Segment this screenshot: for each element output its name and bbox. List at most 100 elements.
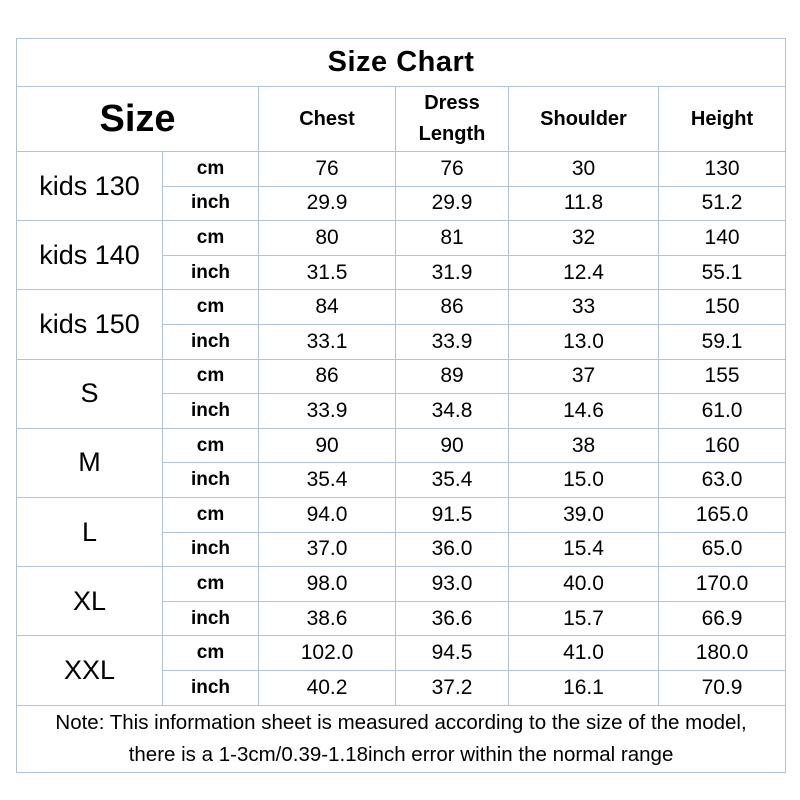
size-table-body: kids 130 cm 76 76 30 130 inch 29.9 29.9 11.8 51.2 k…: [16, 150, 787, 706]
measurement-value-inch: 36.6: [395, 600, 509, 637]
header-shoulder: Shoulder: [508, 86, 659, 152]
measurement-value-inch: 37.2: [395, 669, 509, 706]
header-row: Size Chest Dress Length Shoulder Height: [16, 86, 787, 152]
table-row: inch 33.1 33.9 13.0 59.1: [17, 323, 787, 360]
measurement-value-cm: 90: [395, 427, 509, 464]
measurement-value-inch: 33.9: [395, 323, 509, 360]
measurement-value-cm: 93.0: [395, 566, 509, 602]
measurement-value-inch: 16.1: [508, 669, 659, 706]
measurement-value-cm: 90: [258, 427, 396, 464]
measurement-value-inch: 12.4: [508, 254, 659, 291]
measurement-value-inch: 29.9: [395, 185, 509, 222]
measurement-value-cm: 165.0: [657, 496, 787, 533]
table-row: kids 140 cm 80 81 32 140: [16, 220, 787, 291]
measurement-value-inch: 63.0: [657, 462, 787, 498]
unit-label-inch: inch: [162, 323, 259, 360]
measurement-value-cm: 160: [657, 427, 787, 464]
header-chest: Chest: [258, 86, 396, 152]
measurement-value-cm: 180.0: [657, 635, 787, 671]
note-line-2: there is a 1-3cm/0.39-1.18inch error wit…: [128, 742, 674, 766]
measurement-value-cm: 80: [258, 220, 396, 256]
measurement-value-cm: 33: [508, 289, 659, 325]
measurement-value-inch: 33.9: [258, 393, 396, 429]
measurement-value-cm: 76: [258, 151, 396, 187]
unit-label-inch: inch: [162, 254, 259, 291]
measurement-value-inch: 11.8: [508, 185, 659, 222]
table-row: inch 38.6 36.6 15.7 66.9: [17, 600, 787, 637]
header-dress-length: Dress Length: [395, 86, 509, 152]
measurement-value-cm: 140: [657, 220, 787, 256]
measurement-value-inch: 38.6: [258, 600, 396, 637]
size-label: kids 140: [16, 220, 163, 291]
measurement-value-inch: 40.2: [258, 669, 396, 706]
unit-label-inch: inch: [162, 600, 259, 637]
measurement-value-inch: 51.2: [657, 185, 787, 222]
size-chart-table: Size Chart Size Chest Dress Length Shoul…: [15, 38, 787, 773]
size-label: M: [16, 427, 163, 498]
size-label: kids 150: [16, 289, 163, 360]
measurement-value-inch: 15.4: [508, 531, 659, 568]
table-row: inch 35.4 35.4 15.0 63.0: [17, 462, 787, 498]
table-row: XXL cm 102.0 94.5 41.0 180.0: [16, 635, 787, 706]
measurement-value-cm: 102.0: [258, 635, 396, 671]
size-label: XXL: [16, 635, 163, 706]
table-row: kids 130 cm 76 76 30 130: [16, 150, 787, 222]
unit-label-cm: cm: [162, 427, 259, 464]
unit-label-inch: inch: [162, 531, 259, 568]
unit-label-cm: cm: [162, 289, 259, 325]
unit-label-cm: cm: [162, 220, 259, 256]
measurement-value-cm: 30: [508, 151, 659, 187]
measurement-value-cm: 155: [657, 358, 787, 395]
measurement-value-inch: 65.0: [657, 531, 787, 568]
measurement-value-cm: 40.0: [508, 566, 659, 602]
size-label: L: [16, 496, 163, 568]
size-label: S: [16, 358, 163, 429]
measurement-value-cm: 150: [657, 289, 787, 325]
measurement-value-cm: 86: [258, 358, 396, 395]
unit-label-inch: inch: [162, 669, 259, 706]
table-row: inch 29.9 29.9 11.8 51.2: [17, 185, 787, 222]
measurement-value-cm: 39.0: [508, 496, 659, 533]
measurement-value-inch: 70.9: [657, 669, 787, 706]
measurement-value-inch: 33.1: [258, 323, 396, 360]
note-line-1: Note: This information sheet is measured…: [55, 710, 747, 734]
measurement-value-inch: 15.7: [508, 600, 659, 637]
measurement-value-cm: 38: [508, 427, 659, 464]
measurement-value-cm: 98.0: [258, 566, 396, 602]
unit-label-inch: inch: [162, 462, 259, 498]
measurement-value-cm: 89: [395, 358, 509, 395]
measurement-value-inch: 37.0: [258, 531, 396, 568]
measurement-value-cm: 86: [395, 289, 509, 325]
measurement-value-cm: 32: [508, 220, 659, 256]
size-label: XL: [16, 566, 163, 637]
unit-label-cm: cm: [162, 635, 259, 671]
measurement-value-cm: 76: [395, 151, 509, 187]
measurement-value-cm: 94.5: [395, 635, 509, 671]
measurement-value-inch: 34.8: [395, 393, 509, 429]
measurement-value-cm: 170.0: [657, 566, 787, 602]
table-row: kids 150 cm 84 86 33 150: [16, 289, 787, 360]
measurement-value-inch: 13.0: [508, 323, 659, 360]
unit-label-inch: inch: [162, 185, 259, 222]
measurement-value-inch: 14.6: [508, 393, 659, 429]
measurement-value-cm: 84: [258, 289, 396, 325]
table-row: inch 31.5 31.9 12.4 55.1: [17, 254, 787, 291]
measurement-value-inch: 31.9: [395, 254, 509, 291]
measurement-value-inch: 55.1: [657, 254, 787, 291]
size-label: kids 130: [16, 150, 163, 222]
measurement-value-inch: 29.9: [258, 185, 396, 222]
measurement-value-inch: 66.9: [657, 600, 787, 637]
measurement-value-cm: 91.5: [395, 496, 509, 533]
size-chart-container: Size Chart Size Chest Dress Length Shoul…: [15, 38, 787, 773]
measurement-value-inch: 59.1: [657, 323, 787, 360]
table-row: inch 33.9 34.8 14.6 61.0: [17, 393, 787, 429]
measurement-value-inch: 15.0: [508, 462, 659, 498]
note: Note: This information sheet is measured…: [15, 704, 787, 773]
unit-label-cm: cm: [162, 151, 259, 187]
unit-label-cm: cm: [162, 566, 259, 602]
unit-label-inch: inch: [162, 393, 259, 429]
unit-label-cm: cm: [162, 496, 259, 533]
